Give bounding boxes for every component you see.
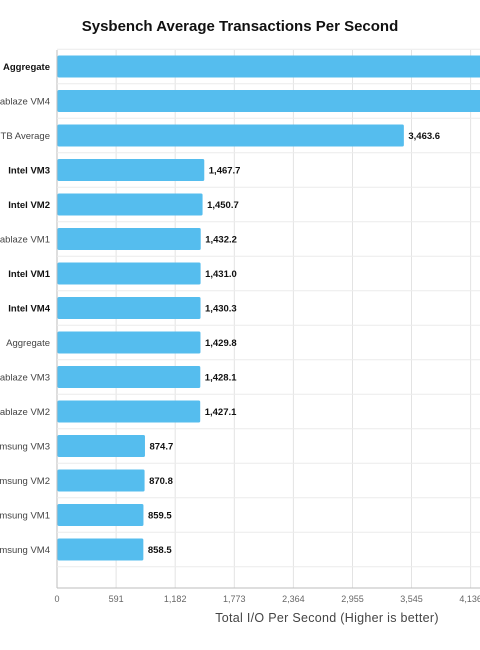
bar bbox=[57, 400, 201, 423]
value-label: 870.8 bbox=[149, 476, 173, 487]
x-tick-label: 4,136 bbox=[459, 594, 480, 604]
bar bbox=[57, 331, 201, 354]
bar bbox=[57, 193, 203, 216]
bar bbox=[57, 366, 201, 388]
value-label: 1,432.2 bbox=[205, 235, 237, 246]
value-labels: 3,463.6 1,467.7 1,450.7 1,432.2 1,431.0 1,430… bbox=[148, 131, 440, 556]
category-label: msung VM2 bbox=[0, 476, 50, 487]
value-label: 3,463.6 bbox=[408, 131, 440, 142]
value-label: 874.7 bbox=[149, 442, 173, 453]
bar bbox=[57, 124, 404, 147]
category-label: Intel VM3 bbox=[8, 166, 50, 177]
category-label: Intel VM1 bbox=[8, 269, 50, 280]
category-label: ablaze VM3 bbox=[0, 373, 50, 384]
value-label: 1,450.7 bbox=[207, 200, 239, 211]
value-label: 1,431.0 bbox=[205, 269, 237, 280]
bar bbox=[57, 262, 201, 285]
category-label: Aggregate bbox=[6, 338, 50, 349]
bar bbox=[57, 469, 145, 492]
category-label: msung VM3 bbox=[0, 442, 50, 453]
x-tick-label: 591 bbox=[109, 594, 124, 604]
x-tick-label: 2,364 bbox=[282, 594, 305, 604]
bar bbox=[57, 90, 480, 112]
x-tick-label: 3,545 bbox=[400, 594, 423, 604]
category-label: ablaze VM4 bbox=[0, 97, 50, 108]
category-label: msung VM4 bbox=[0, 545, 50, 556]
bar bbox=[57, 538, 144, 561]
bar bbox=[57, 297, 201, 319]
bar bbox=[57, 55, 480, 78]
bars bbox=[57, 55, 480, 561]
value-label: 858.5 bbox=[148, 545, 172, 556]
bar bbox=[57, 159, 205, 181]
category-label: Intel VM2 bbox=[8, 200, 50, 211]
x-axis-label: Total I/O Per Second (Higher is better) bbox=[215, 611, 439, 625]
value-label: 1,467.7 bbox=[209, 166, 241, 177]
value-label: 1,427.1 bbox=[205, 407, 237, 418]
bar bbox=[57, 504, 144, 526]
category-label: Intel VM4 bbox=[8, 304, 50, 315]
bar bbox=[57, 435, 145, 457]
category-label: ablaze VM2 bbox=[0, 407, 50, 418]
value-label: 1,430.3 bbox=[205, 304, 237, 315]
x-tick-label: 1,773 bbox=[223, 594, 246, 604]
bar bbox=[57, 228, 201, 250]
category-label: ablaze VM1 bbox=[0, 235, 50, 246]
category-labels: Aggregate ablaze VM4 TB Average Intel VM3 In… bbox=[0, 62, 51, 556]
chart-title: Sysbench Average Transactions Per Second bbox=[82, 18, 399, 35]
value-label: 1,429.8 bbox=[205, 338, 237, 349]
category-label: msung VM1 bbox=[0, 511, 50, 522]
value-label: 1,428.1 bbox=[205, 373, 237, 384]
value-label: 859.5 bbox=[148, 511, 172, 522]
category-label: Aggregate bbox=[3, 62, 50, 73]
category-label: TB Average bbox=[1, 131, 50, 142]
x-tick-label: 1,182 bbox=[164, 594, 187, 604]
x-tick-label: 0 bbox=[54, 594, 59, 604]
x-tick-label: 2,955 bbox=[341, 594, 364, 604]
